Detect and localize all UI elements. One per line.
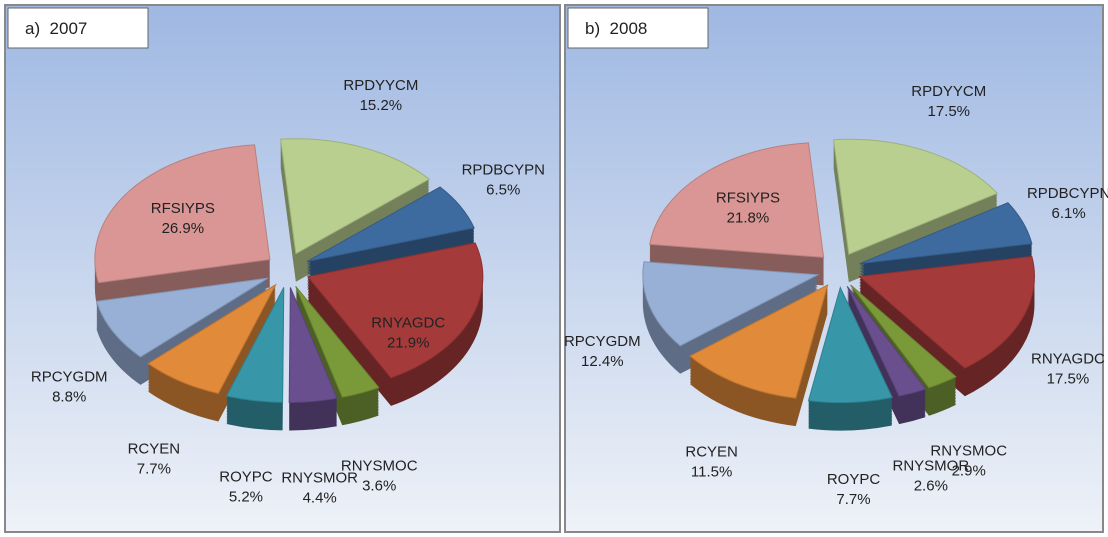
slice-label: RNYAGDC	[1031, 351, 1105, 368]
slice-label: RNYSMOR	[281, 469, 358, 486]
chart-title: a) 2007	[25, 19, 87, 38]
slice	[832, 138, 999, 255]
slice	[859, 202, 1033, 265]
slice-value-label: 17.5%	[1047, 371, 1090, 388]
slice	[807, 286, 893, 404]
slice-value-label: 6.5%	[486, 182, 520, 199]
slice-value-label: 21.8%	[727, 209, 770, 226]
slice-value-label: 4.4%	[303, 489, 337, 506]
slice-value-label: 3.6%	[362, 477, 396, 494]
slice-label: RPCYGDM	[31, 369, 108, 386]
slice-label: RNYAGDC	[371, 315, 445, 332]
chart-title: b) 2008	[585, 19, 647, 38]
slice	[642, 261, 820, 347]
slice	[288, 287, 338, 403]
slice	[649, 142, 825, 258]
slice-label: ROYPC	[219, 468, 273, 485]
slice-value-label: 7.7%	[137, 461, 171, 478]
slice-value-label: 8.8%	[52, 389, 86, 406]
slice-value-label: 7.7%	[836, 491, 870, 508]
slice	[147, 283, 277, 395]
slice-label: RPDBCYPN	[462, 162, 545, 179]
slice-label: RPDYYCM	[911, 83, 986, 100]
slice-value-label: 5.2%	[229, 488, 263, 505]
slice	[846, 286, 927, 397]
slice-label: RCYEN	[685, 444, 738, 461]
slice-value-label: 26.9%	[162, 220, 205, 237]
slice-label: RFSIYPS	[716, 189, 780, 206]
slice-label: RNYSMOC	[341, 457, 418, 474]
slice	[225, 287, 285, 403]
slice-value-label: 11.5%	[691, 464, 732, 481]
slice-label: RPCYGDM	[564, 333, 641, 350]
title-box	[7, 7, 149, 49]
slice	[295, 286, 380, 398]
slice-value-label: 2.9%	[952, 463, 986, 480]
slice-label: RNYSMOR	[892, 457, 969, 474]
slice	[858, 255, 1035, 369]
slice	[280, 138, 431, 255]
slice-label: ROYPC	[827, 471, 881, 488]
slice-value-label: 6.1%	[1052, 205, 1086, 222]
slice-value-label: 17.5%	[927, 103, 970, 120]
slice-label: RCYEN	[128, 441, 181, 458]
slice	[94, 144, 271, 284]
slice-value-label: 15.2%	[360, 97, 403, 114]
slice-value-label: 21.9%	[387, 335, 430, 352]
title-box	[567, 7, 709, 49]
slice-value-label: 12.4%	[581, 353, 624, 370]
slice-label: RPDBCYPN	[1027, 185, 1108, 202]
slice	[95, 277, 269, 358]
slice-label: RPDYYCM	[343, 77, 418, 94]
slice	[306, 242, 484, 379]
slice-value-label: 2.6%	[914, 477, 948, 494]
slice-label: RFSIYPS	[151, 200, 215, 217]
slice	[689, 284, 829, 399]
slice	[306, 186, 475, 263]
slice	[850, 284, 957, 389]
slice-label: RNYSMOC	[930, 443, 1007, 460]
